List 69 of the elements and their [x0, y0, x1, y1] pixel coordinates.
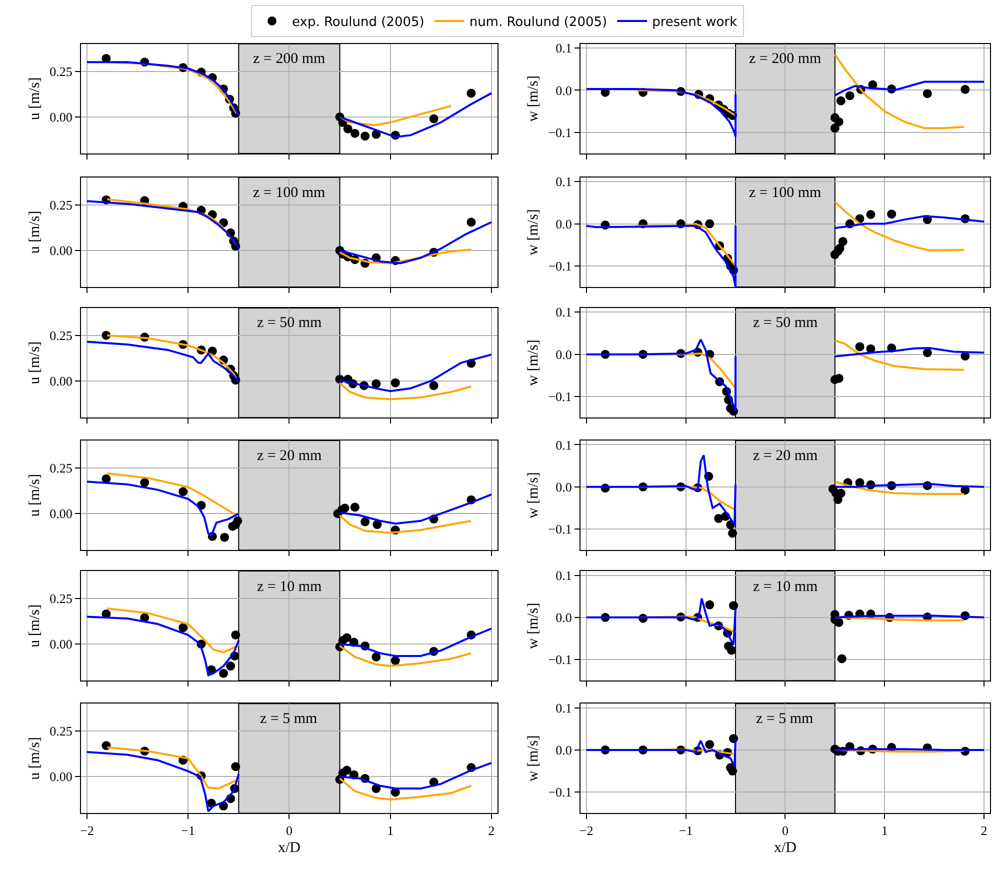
y-tick-label: −0.1 [548, 389, 572, 404]
y-axis-title: w [m/s] [525, 602, 542, 649]
band-label: z = 5 mm [756, 711, 814, 727]
band-label: z = 20 mm [257, 448, 322, 464]
y-tick-label: 0.00 [50, 374, 72, 389]
y-axis-title: w [m/s] [525, 76, 542, 122]
legend-label: present work [652, 15, 738, 30]
band-label: z = 50 mm [753, 315, 818, 331]
band-label: z = 50 mm [257, 315, 322, 331]
y-axis-title: u [m/s] [26, 210, 43, 254]
y-axis-title: u [m/s] [26, 736, 43, 780]
y-tick-label: 0.1 [556, 568, 572, 583]
y-tick-label: 0.25 [50, 724, 72, 739]
y-tick-label: 0.00 [50, 636, 72, 652]
y-axis-title: u [m/s] [26, 474, 43, 517]
y-tick-label: 0.1 [556, 304, 572, 320]
y-axis-title: w [m/s] [525, 209, 542, 256]
legend-label: num. Roulund (2005) [469, 15, 608, 30]
x-tick-label: 1 [881, 822, 888, 838]
y-tick-label: −0.1 [548, 652, 572, 668]
band-label: z = 100 mm [749, 185, 822, 201]
y-tick-label: 0.00 [50, 769, 72, 784]
y-axis-title: u [m/s] [26, 604, 43, 648]
y-tick-label: 0.00 [50, 506, 72, 522]
y-axis-title: w [m/s] [525, 735, 542, 782]
band-label: z = 200 mm [749, 51, 822, 67]
y-tick-label: 0.25 [50, 590, 72, 606]
x-tick-label: 0 [286, 822, 292, 838]
x-tick-label: −1 [678, 822, 693, 838]
legend-label: exp. Roulund (2005) [292, 15, 424, 30]
y-tick-label: −0.1 [548, 784, 572, 800]
band-label: z = 10 mm [257, 579, 322, 595]
x-axis-title: x/D [774, 840, 797, 856]
y-axis-title: u [m/s] [26, 341, 43, 384]
y-tick-label: 0.0 [556, 742, 572, 758]
x-tick-label: 2 [980, 822, 988, 838]
y-tick-label: 0.0 [556, 346, 572, 362]
y-tick-label: 0.0 [556, 216, 572, 232]
band-label: z = 20 mm [753, 448, 818, 464]
x-tick-label: −1 [181, 822, 196, 838]
y-axis-title: w [m/s] [525, 472, 542, 518]
y-tick-label: −0.1 [548, 124, 572, 140]
x-tick-label: 2 [488, 822, 495, 838]
x-tick-label: 1 [387, 822, 394, 838]
x-tick-label: 0 [782, 822, 788, 838]
x-axis-title: x/D [278, 840, 301, 856]
band-label: z = 100 mm [253, 185, 326, 201]
y-tick-label: 0.1 [556, 437, 572, 452]
y-tick-label: 0.25 [50, 64, 72, 79]
y-tick-label: 0.0 [556, 479, 572, 494]
y-tick-label: −0.1 [548, 258, 572, 274]
y-tick-label: 0.1 [556, 174, 572, 190]
x-tick-label: −2 [579, 822, 594, 838]
y-tick-label: 0.25 [50, 197, 72, 212]
y-tick-label: 0.1 [556, 700, 572, 716]
y-tick-label: 0.0 [556, 82, 572, 98]
y-tick-label: 0.00 [50, 243, 72, 258]
y-axis-title: w [m/s] [525, 340, 542, 386]
y-tick-label: 0.1 [556, 40, 572, 56]
x-tick-label: −2 [80, 822, 94, 838]
band-label: z = 200 mm [253, 51, 326, 67]
y-axis-title: u [m/s] [26, 77, 43, 120]
y-tick-label: 0.25 [50, 328, 72, 343]
band-label: z = 5 mm [260, 711, 318, 727]
y-tick-label: 0.0 [556, 610, 572, 625]
y-tick-label: 0.00 [50, 109, 72, 124]
y-tick-label: −0.1 [548, 522, 572, 537]
band-label: z = 10 mm [753, 579, 818, 595]
y-tick-label: 0.25 [50, 460, 72, 476]
